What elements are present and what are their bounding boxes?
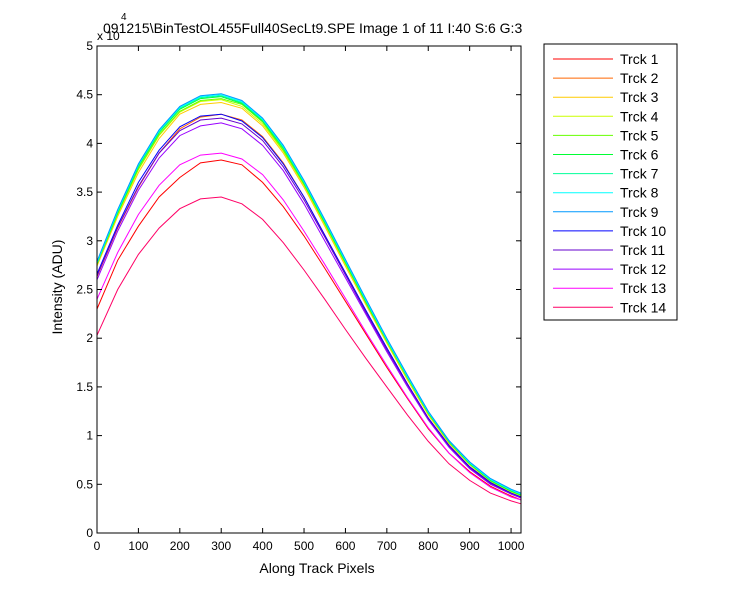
y-tick-label: 1.5 <box>76 380 93 394</box>
x-tick-label: 300 <box>211 539 231 553</box>
y-axis-label: Intensity (ADU) <box>49 240 65 335</box>
series-line-trck-13 <box>96 152 522 501</box>
x-tick-label: 200 <box>170 539 190 553</box>
y-tick-label: 4.5 <box>76 88 93 102</box>
x-tick-label: 800 <box>418 539 438 553</box>
y-tick-label: 3.5 <box>76 185 93 199</box>
legend-label-trck-2: Trck 2 <box>620 70 659 86</box>
legend-entries: Trck 1 Trck 2 Trck 3 Trck 4 Trck 5 Trck 6 Trck… <box>553 51 666 315</box>
series-layer <box>96 93 522 505</box>
series-line-trck-12 <box>96 122 522 499</box>
y-tick-label: 1 <box>86 429 93 443</box>
legend-label-trck-3: Trck 3 <box>620 89 659 105</box>
legend-label-trck-4: Trck 4 <box>620 108 659 124</box>
x-tick-label: 900 <box>460 539 480 553</box>
plot-background <box>97 46 521 533</box>
y-tick-label: 2.5 <box>76 283 93 297</box>
x-tick-label: 1000 <box>498 539 525 553</box>
x-tick-label: 700 <box>377 539 397 553</box>
x-tick-label: 0 <box>94 539 101 553</box>
legend: Trck 1 Trck 2 Trck 3 Trck 4 Trck 5 Trck 6 Trck… <box>543 43 678 321</box>
x-axis-ticks: 0 100 200 300 400 500 600 700 800 900 1000 <box>94 46 525 553</box>
legend-label-trck-10: Trck 10 <box>620 223 666 239</box>
x-axis-label: Along Track Pixels <box>259 560 374 576</box>
x-tick-label: 500 <box>294 539 314 553</box>
y-tick-label: 3 <box>86 234 93 248</box>
x-tick-label: 600 <box>335 539 355 553</box>
legend-label-trck-8: Trck 8 <box>620 185 659 201</box>
legend-label-trck-11: Trck 11 <box>620 242 665 258</box>
legend-label-trck-1: Trck 1 <box>620 51 659 67</box>
series-line-trck-14 <box>96 196 522 505</box>
legend-box <box>543 43 678 321</box>
y-tick-label: 0 <box>86 526 93 540</box>
legend-label-trck-14: Trck 14 <box>620 299 666 315</box>
y-tick-label: 4 <box>86 136 93 150</box>
y-tick-label: 5 <box>86 39 93 53</box>
legend-label-trck-12: Trck 12 <box>620 261 666 277</box>
y-tick-label: 2 <box>86 331 93 345</box>
y-tick-label: 0.5 <box>76 477 93 491</box>
legend-label-trck-9: Trck 9 <box>620 204 659 220</box>
y-exponent-label: x 10 <box>97 29 120 43</box>
legend-label-trck-5: Trck 5 <box>620 127 659 143</box>
x-tick-label: 100 <box>128 539 148 553</box>
y-axis-ticks: 0 0.5 1 1.5 2 2.5 3 3.5 4 4.5 5 <box>76 39 521 540</box>
y-exponent-power: 4 <box>121 12 127 23</box>
series-line-trck-11 <box>96 117 522 499</box>
legend-label-trck-7: Trck 7 <box>620 166 659 182</box>
series-line-trck-9 <box>96 93 522 494</box>
series-line-trck-10 <box>96 113 522 498</box>
legend-label-trck-13: Trck 13 <box>620 280 666 296</box>
legend-label-trck-6: Trck 6 <box>620 147 659 163</box>
x-tick-label: 400 <box>253 539 273 553</box>
plot-area: 0 100 200 300 400 500 600 700 800 900 1000 0 0.5 1 1.… <box>76 39 524 553</box>
chart-title: 091215\BinTestOL455Full40SecLt9.SPE Imag… <box>103 20 522 36</box>
